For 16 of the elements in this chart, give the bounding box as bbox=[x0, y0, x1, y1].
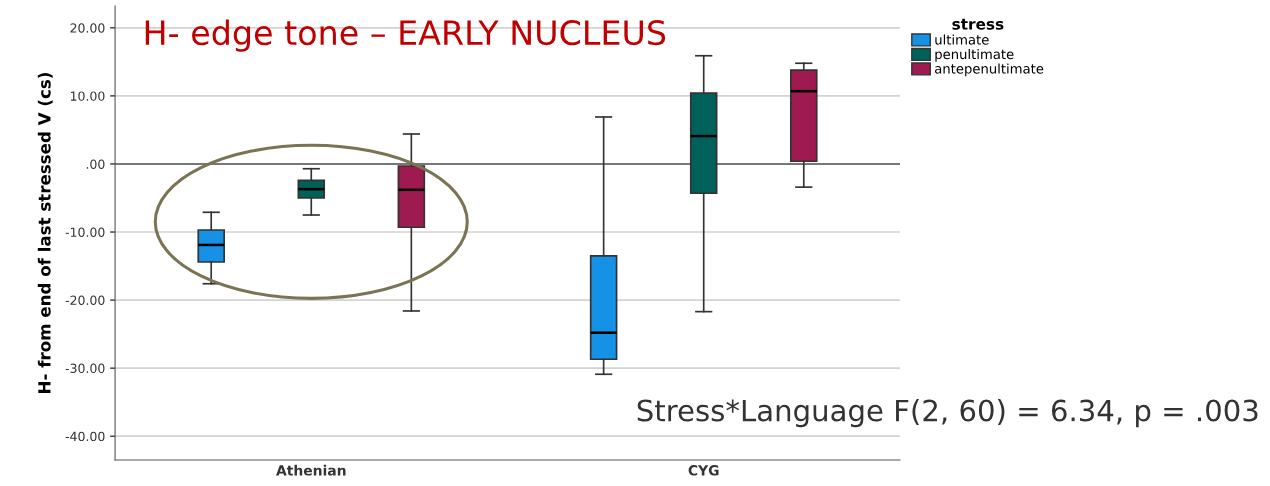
y-axis-title: H- from end of last stressed V (cs) bbox=[37, 73, 53, 393]
x-tick-label: CYG bbox=[688, 465, 719, 476]
y-tick-label: -40.00 bbox=[65, 431, 105, 442]
annotation: Stress*Language F(2, 60) = 6.34, p = .003 bbox=[637, 399, 1258, 428]
chart-title: H- edge tone – EARLY NUCLEUS bbox=[145, 19, 666, 52]
y-tick-label: .00 bbox=[86, 159, 105, 169]
y-tick-label: -20.00 bbox=[65, 295, 105, 305]
x-tick-label: Athenian bbox=[276, 464, 346, 476]
legend-title: stress bbox=[952, 18, 1004, 30]
legend-label: ultimate bbox=[935, 34, 989, 45]
legend-label: penultimate bbox=[935, 48, 1014, 62]
y-tick-label: 20.00 bbox=[70, 23, 105, 33]
y-tick-label: -30.00 bbox=[65, 363, 105, 374]
y-tick-label: -10.00 bbox=[65, 227, 105, 237]
legend-label: antepenultimate bbox=[935, 63, 1044, 77]
y-tick-label: 10.00 bbox=[70, 91, 105, 101]
